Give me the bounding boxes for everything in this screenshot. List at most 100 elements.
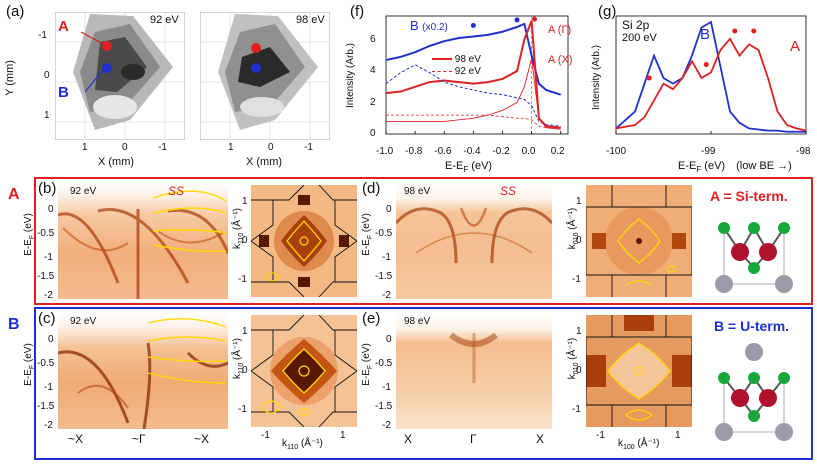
fs-tick: 0 [576,235,582,246]
fs-tick: 1 [576,326,582,337]
panel-c-label: (c) [38,310,56,327]
y-tick: -1.5 [375,401,393,412]
fs-xtick: -1 [596,430,605,441]
y-tick: -2 [382,420,391,431]
y-tick: 0 [386,204,392,215]
y-tick-label: 4 [370,65,376,77]
fs-e-xlabel: k100 (Å⁻¹) [618,438,659,451]
arpes-panel-d [396,183,552,299]
curve-B-name: B [410,18,419,33]
x-axis-label-a: X (mm) [98,156,135,168]
panel-d-energy: 98 eV [404,186,431,197]
x-tick: 0 [122,142,128,153]
k-unit: (Å⁻¹) [298,438,323,449]
x-axis-e: E-E [445,160,464,172]
arpes-panel-e [396,313,552,429]
legend-92: 92 eV [432,66,481,77]
fs-tick: -1 [238,274,247,285]
row-B-termination: B = U-term. [714,318,790,334]
k-label: k [618,438,623,449]
y-tick-label: 6 [370,33,376,45]
k-unit: (Å⁻¹) [634,438,660,449]
y-tick: -1 [38,30,47,41]
x-tick: X [404,432,413,446]
panel-f-label: (f) [350,3,365,20]
x-tick-label: 0.0 [521,146,536,157]
x-tick: 0 [268,142,274,153]
crystal-structure-u-term [715,343,793,441]
low-be-note: (low BE →) [736,160,792,172]
spatial-map-92ev [55,12,185,140]
peak-marker [751,28,757,34]
y-tick: -0.5 [375,358,393,369]
series-line-3 [385,64,561,127]
fs-tick: 1 [242,196,248,207]
si2p-label-A: A [790,38,801,55]
fermi-surface-c [251,315,357,427]
marker-dot [470,22,476,28]
fermi-surface-b [251,185,357,297]
y-axis-label-g: Intensity (Arb.) [591,44,603,111]
x-tick: X [536,432,545,446]
k-unit: (Å⁻¹) [567,337,579,363]
x-axis-e: E-E [678,160,697,172]
ylabel-sub: F [366,364,374,370]
x-tick-label: -100 [606,146,627,157]
panel-d-ss: SS [500,184,517,198]
k-sub: 110 [287,444,299,451]
k-unit: (Å⁻¹) [231,338,243,363]
map2-energy: 98 eV [296,14,325,26]
row-A-termination: A = Si-term. [710,188,788,204]
curve-B-scale: (x0.2) [422,22,448,33]
plot-frame [385,15,569,135]
si2p-title: Si 2p [622,18,650,32]
fermi-surface-d [586,185,692,297]
curve-B-label: B (x0.2) [410,18,448,33]
panel-a-label: (a) [6,3,25,20]
row-B-box [34,307,813,460]
y-tick: -0.5 [375,228,393,239]
ylabel-unit: (eV) [360,343,372,365]
ylabel-sub: F [28,234,36,240]
panel-b-energy: 92 eV [70,186,97,197]
x-tick: -1 [158,142,167,153]
y-tick: 1 [44,110,50,121]
k-sub: 100 [623,444,635,451]
ylabel-unit: (eV) [360,213,372,235]
x-axis-sub: F [463,165,469,175]
fs-tick: 1 [576,196,582,207]
x-tick-label: -0.6 [434,146,452,157]
spatial-map-98ev [200,12,330,140]
fs-tick: 0 [242,365,248,376]
y-tick: -1 [44,252,53,263]
x-axis-unit: (eV) [701,160,726,172]
marker-dot [514,17,520,23]
y-tick: 0 [48,334,54,345]
x-tick: ~X [194,432,210,446]
y-tick: -1 [44,382,53,393]
arpes-y-label-e: E-EF (eV) [361,343,374,386]
series-line-4 [386,58,561,130]
x-tick-label: -99 [701,146,716,157]
ylabel-sub: F [366,234,374,240]
fs-c-xlabel: k110 (Å⁻¹) [282,438,323,451]
arpes-y-label-d: E-EF (eV) [361,213,374,256]
y-tick: -1 [382,252,391,263]
x-tick: ~Γ [132,432,146,446]
panel-e-label: (e) [362,310,381,327]
panel-g-label: (g) [598,3,617,20]
y-tick: 0 [44,70,50,81]
series-line-1 [385,20,561,129]
x-axis-label-f: E-EF (eV) [445,160,492,174]
y-axis-label-a: Y (mm) [3,60,16,96]
x-tick-label: -0.8 [405,146,423,157]
x-axis-sub: F [696,165,702,175]
arpes-panel-c [58,313,228,429]
fermi-surface-e [586,315,692,427]
x-axis-label-a2: X (mm) [246,156,283,168]
y-tick-label: 2 [370,96,376,108]
k-unit: (Å⁻¹) [231,208,243,233]
fs-tick: -1 [572,274,581,285]
x-tick-label: -1.0 [376,146,394,157]
y-axis-label-f: Intensity (Arb.) [345,42,357,109]
